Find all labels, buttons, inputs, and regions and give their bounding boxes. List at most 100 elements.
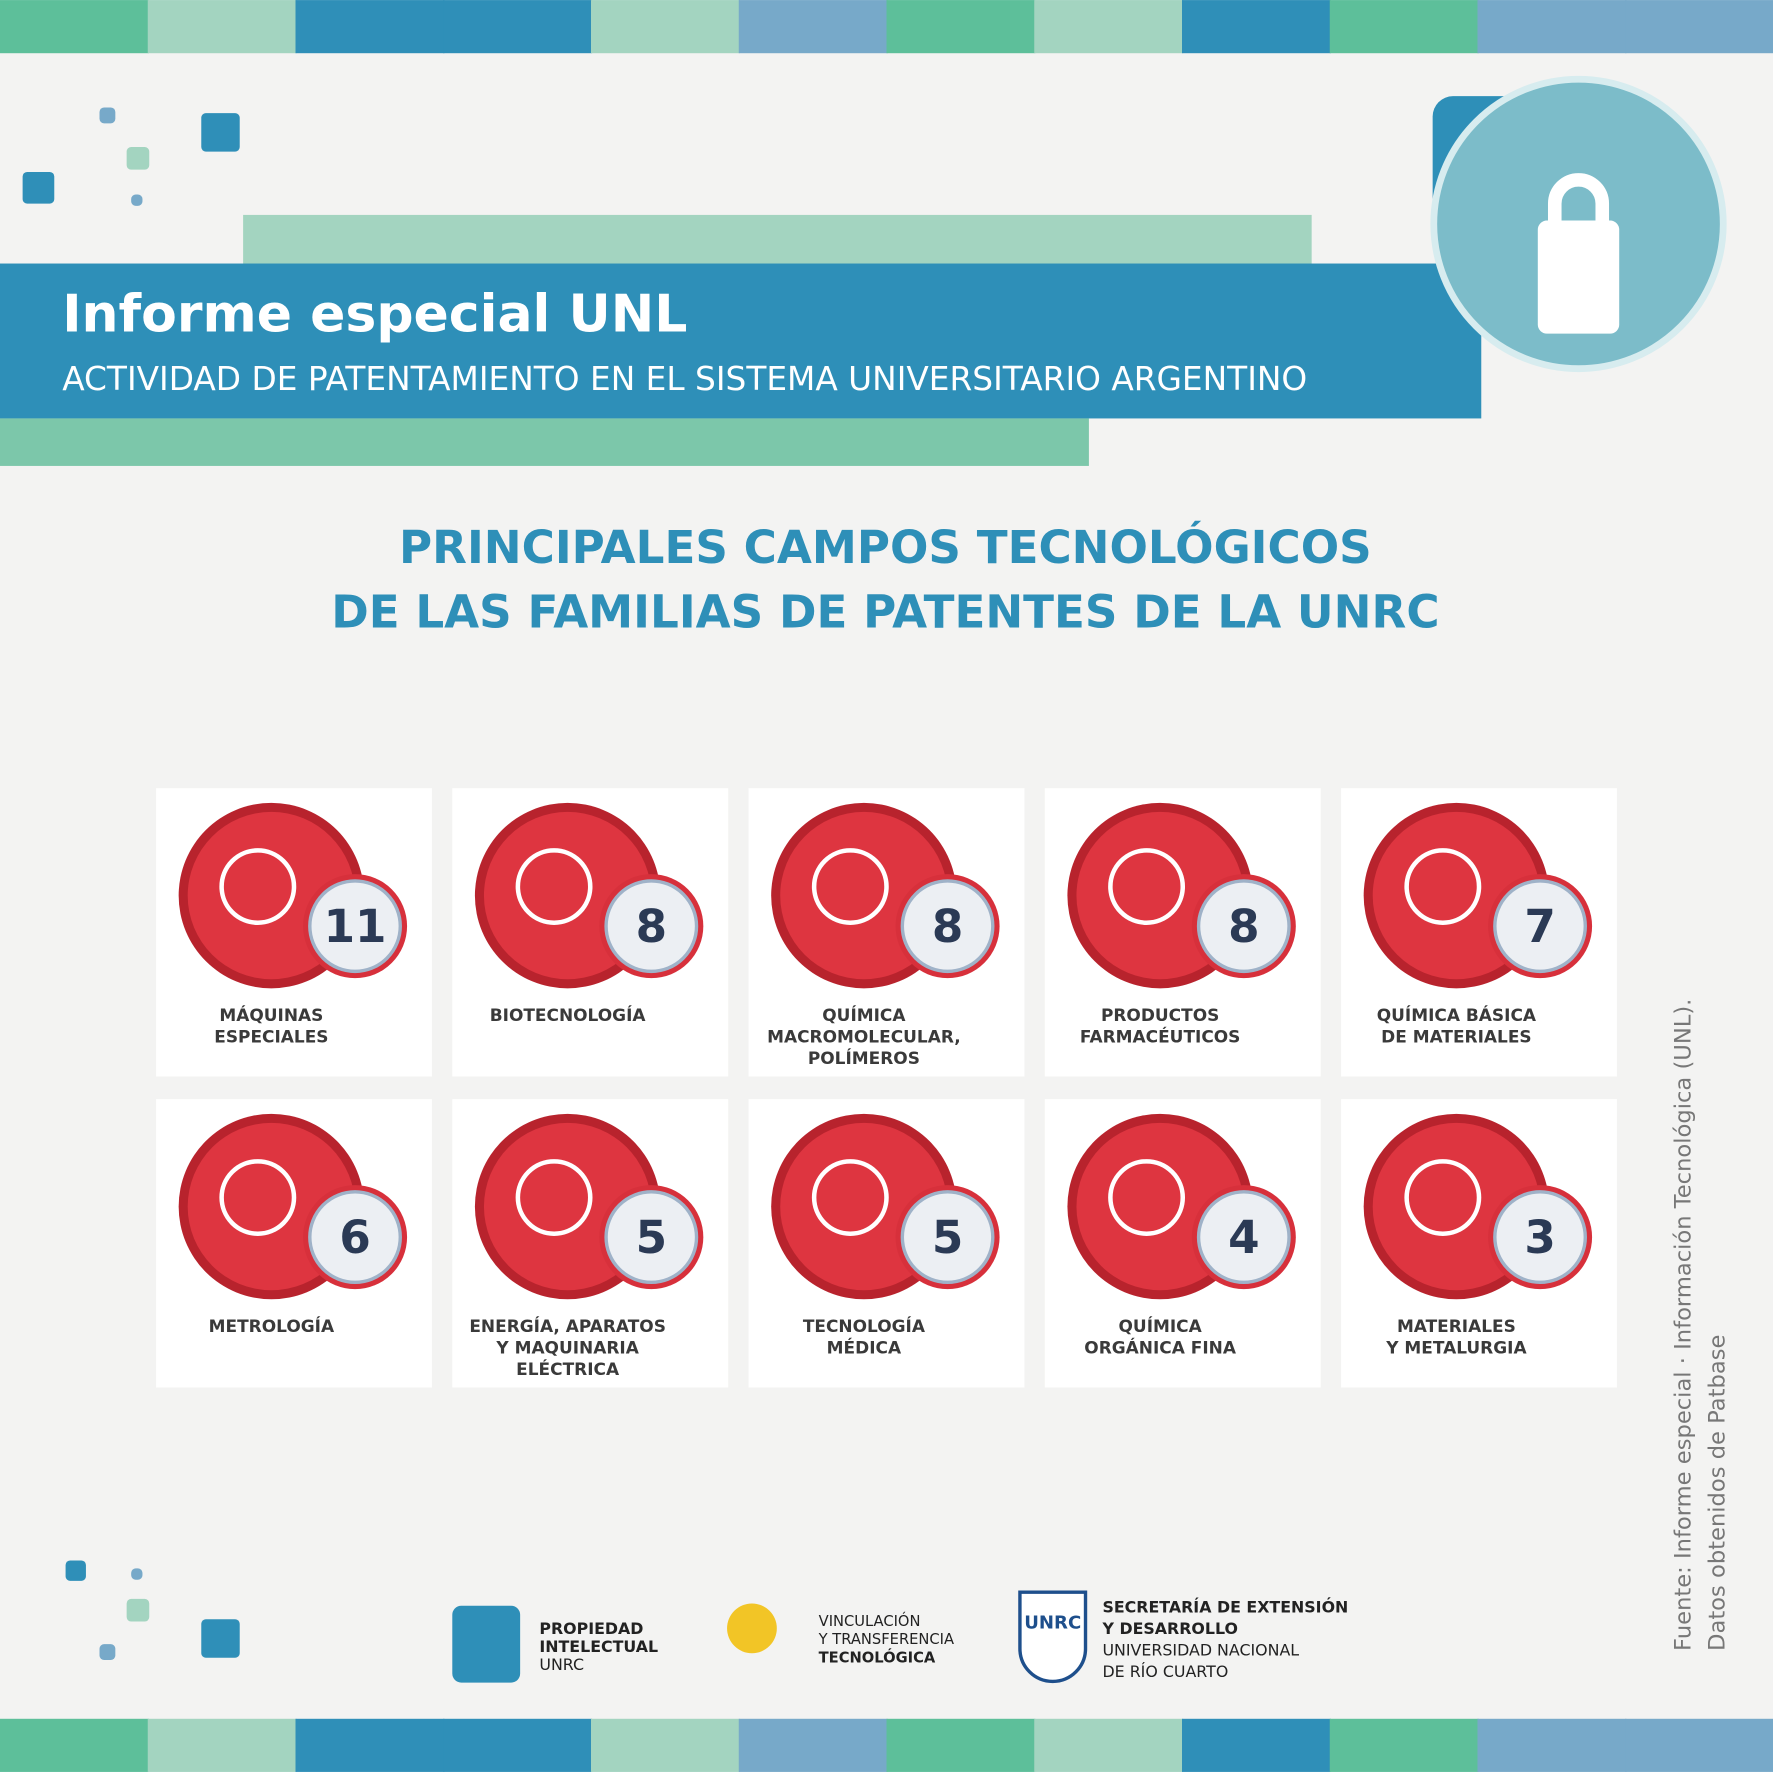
logo-text: TECNOLÓGICA [819, 1648, 936, 1666]
deco-square [201, 1619, 240, 1658]
icon-glyph [1404, 848, 1482, 926]
card-label: QUÍMICA [822, 1004, 906, 1025]
card-label: Y MAQUINARIA [495, 1338, 639, 1358]
count-circle [1196, 1190, 1291, 1285]
deco-square [131, 194, 143, 206]
count-circle [1196, 879, 1291, 974]
band-green [0, 418, 1089, 466]
count: 7 [1524, 900, 1555, 953]
count-circle [308, 1190, 402, 1285]
deco-square [99, 1644, 116, 1660]
deco-square [131, 1568, 143, 1580]
count: 8 [1228, 900, 1259, 953]
count: 3 [1524, 1211, 1555, 1264]
stripe [738, 1718, 888, 1772]
deco-square [99, 107, 116, 124]
stripe [1329, 0, 1479, 54]
heading-line: PRINCIPALES CAMPOS TECNOLÓGICOS [399, 521, 1372, 574]
stripe [295, 1718, 445, 1772]
count-circle [1493, 879, 1587, 974]
count-circle [900, 879, 995, 974]
stripe [591, 1718, 740, 1772]
logo-text: DE RÍO CUARTO [1102, 1662, 1228, 1681]
logo-text: SECRETARÍA DE EXTENSIÓN [1102, 1598, 1348, 1617]
stripe [147, 1718, 297, 1772]
count: 8 [932, 900, 963, 953]
deco-square [65, 1560, 86, 1581]
count: 11 [324, 900, 387, 953]
card-label: METROLOGÍA [209, 1315, 335, 1336]
stripe [443, 0, 593, 54]
logo-shackle [1547, 173, 1610, 227]
card-label: Y METALURGIA [1385, 1338, 1527, 1358]
count: 6 [339, 1211, 370, 1264]
card-label: QUÍMICA [1119, 1315, 1203, 1336]
card-label: MACROMOLECULAR, [767, 1027, 961, 1047]
stripe [147, 0, 297, 54]
count: 5 [636, 1211, 667, 1264]
card-label: FARMACÉUTICOS [1080, 1026, 1241, 1047]
count-circle [900, 1190, 995, 1285]
logo-text: UNRC [539, 1655, 584, 1674]
deco-square [22, 171, 55, 204]
stripe [886, 0, 1036, 54]
stripe [1034, 1718, 1184, 1772]
icon-glyph [219, 1159, 297, 1236]
source-line: Fuente: Informe especial · Información T… [1670, 999, 1696, 1651]
deco-square [126, 1598, 150, 1622]
logo-text: VINCULACIÓN [819, 1612, 921, 1630]
stripe [1477, 1718, 1627, 1772]
logo-unrc: UNRC SECRETARÍA DE EXTENSIÓN Y DESARROLL… [1018, 1590, 1348, 1684]
card-label: BIOTECNOLOGÍA [490, 1004, 647, 1025]
stripe [886, 1718, 1036, 1772]
stripe [1034, 0, 1184, 54]
stripe [1625, 0, 1773, 54]
logo-icon [452, 1605, 521, 1683]
count: 4 [1228, 1211, 1259, 1264]
card-label: ESPECIALES [214, 1027, 328, 1047]
card-label: DE MATERIALES [1381, 1027, 1531, 1047]
stripe [295, 0, 445, 54]
card-label: ORGÁNICA FINA [1084, 1337, 1237, 1358]
heading-line: DE LAS FAMILIAS DE PATENTES DE LA UNRC [331, 586, 1439, 639]
logo-shield [1018, 1590, 1088, 1684]
stripe [443, 1718, 593, 1772]
logo-text: UNIVERSIDAD NACIONAL [1102, 1640, 1299, 1659]
count-circle [604, 1190, 699, 1285]
stripe [1625, 1718, 1773, 1772]
stripe [0, 1718, 149, 1772]
header-title: Informe especial UNL [62, 284, 687, 344]
stripe [1182, 0, 1331, 54]
deco-square [201, 113, 240, 152]
stripe [738, 0, 888, 54]
card-label: PRODUCTOS [1101, 1005, 1219, 1025]
card-label: ELÉCTRICA [516, 1358, 620, 1379]
card-label: TECNOLOGÍA [803, 1315, 926, 1336]
count-circle [1493, 1190, 1587, 1285]
count: 5 [932, 1211, 963, 1264]
icon-glyph [1404, 1159, 1482, 1236]
icon-glyph [1108, 848, 1186, 926]
band-light [243, 214, 1312, 265]
card-label: MATERIALES [1397, 1316, 1516, 1336]
icon-glyph [811, 848, 889, 926]
logo-text: Y DESARROLLO [1101, 1619, 1237, 1638]
icon-glyph [811, 1159, 889, 1236]
icon-glyph [515, 848, 593, 926]
logo-lock [1537, 220, 1620, 334]
card-label: QUÍMICA BÁSICA [1377, 1004, 1537, 1025]
source: Fuente: Informe especial · Información T… [1670, 999, 1730, 1651]
source-line: Datos obtenidos de Patbase [1704, 1335, 1730, 1651]
logo-pi: PROPIEDAD INTELECTUAL UNRC [452, 1605, 658, 1683]
logo-vtt: VINCULACIÓN Y TRANSFERENCIA TECNOLÓGICA [727, 1603, 954, 1666]
logo-badge: UNRC [1024, 1612, 1081, 1633]
stripe [0, 0, 149, 54]
stripe [1182, 1718, 1331, 1772]
icon-glyph [1108, 1159, 1186, 1236]
count-circle [308, 879, 402, 974]
count-circle [604, 879, 699, 974]
stripe [1329, 1718, 1479, 1772]
